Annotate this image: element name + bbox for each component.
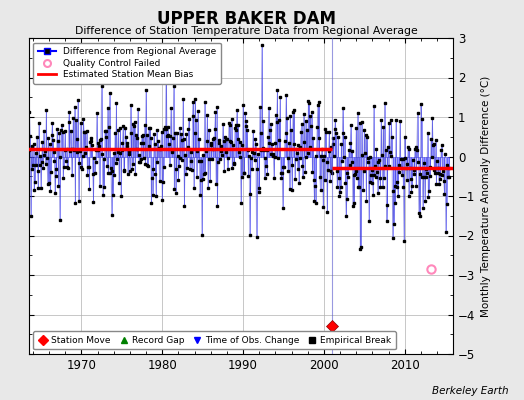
Y-axis label: Monthly Temperature Anomaly Difference (°C): Monthly Temperature Anomaly Difference (… — [481, 75, 491, 317]
Legend: Station Move, Record Gap, Time of Obs. Change, Empirical Break: Station Move, Record Gap, Time of Obs. C… — [34, 332, 396, 350]
Text: Difference of Station Temperature Data from Regional Average: Difference of Station Temperature Data f… — [75, 26, 418, 36]
Text: Berkeley Earth: Berkeley Earth — [432, 386, 508, 396]
Text: UPPER BAKER DAM: UPPER BAKER DAM — [157, 10, 336, 28]
